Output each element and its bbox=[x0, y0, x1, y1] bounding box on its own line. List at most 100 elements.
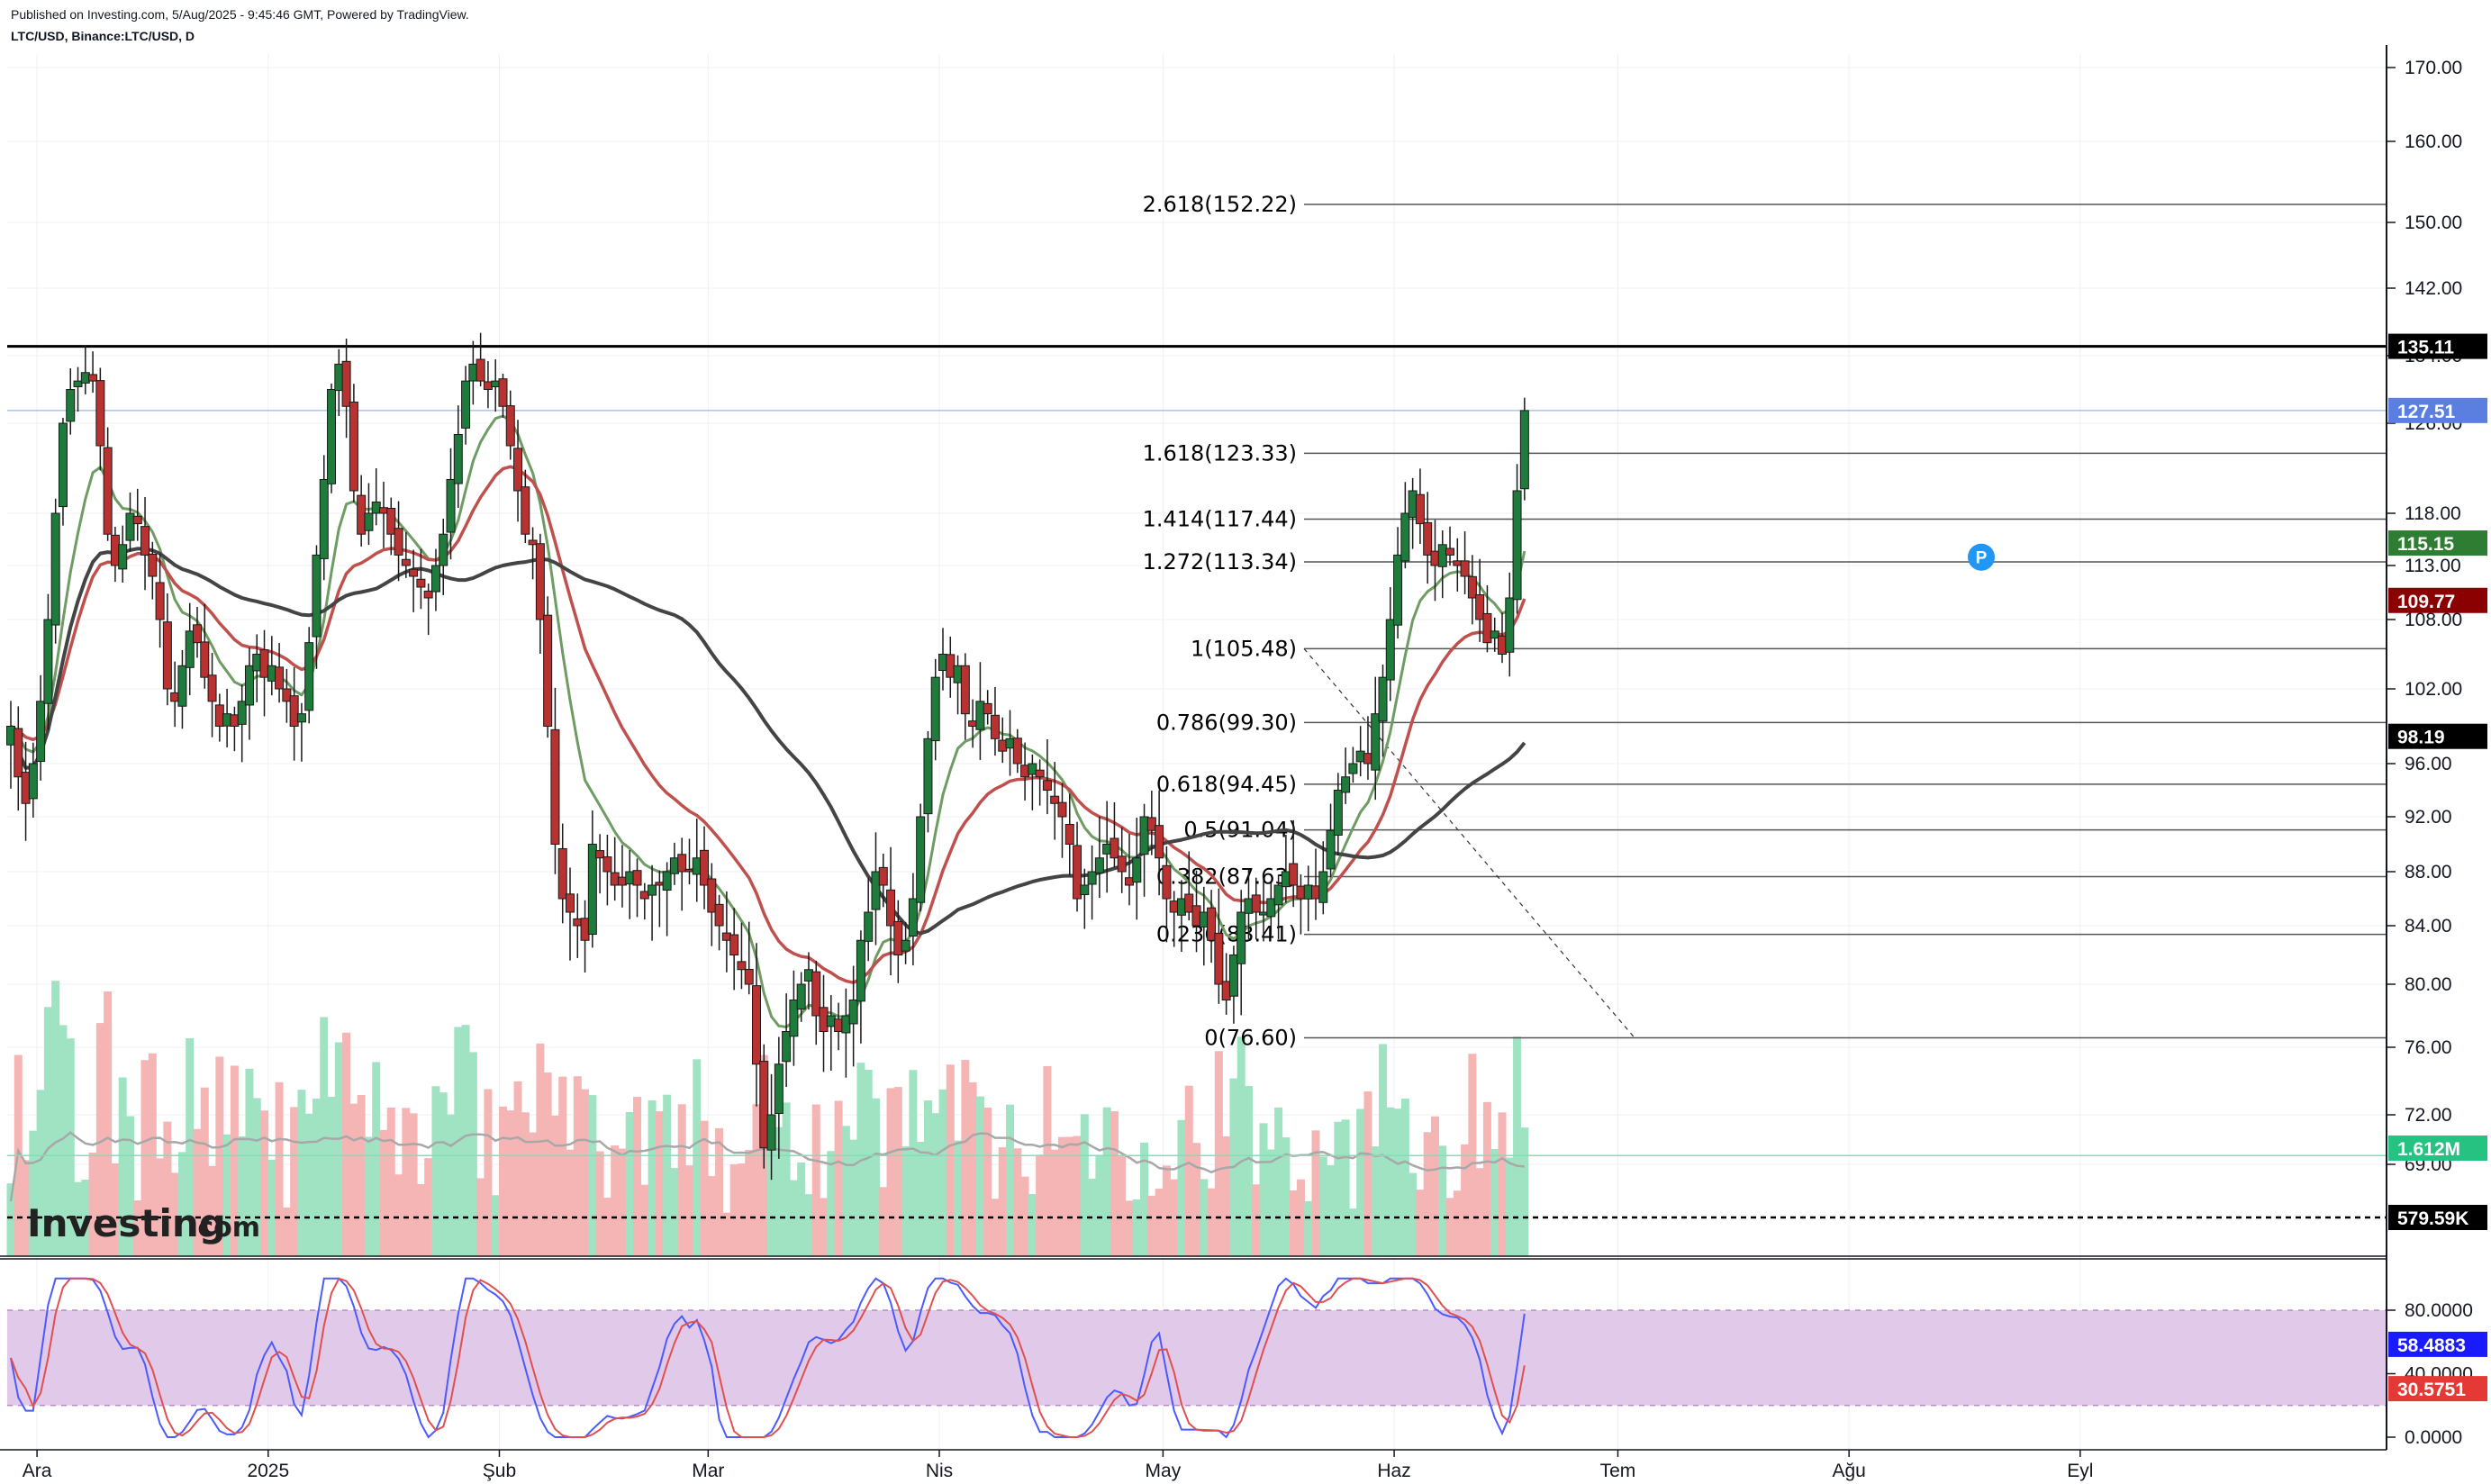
candle-14 bbox=[110, 534, 120, 566]
volume-bar-20 bbox=[156, 1158, 165, 1256]
candle-82 bbox=[617, 876, 627, 886]
volume-bar-146 bbox=[1095, 1154, 1104, 1256]
candle-18 bbox=[140, 526, 150, 556]
volume-bar-86 bbox=[648, 1100, 657, 1256]
volume-bar-108 bbox=[811, 1104, 820, 1256]
volume-bar-41 bbox=[312, 1099, 321, 1256]
candle-153 bbox=[1146, 817, 1156, 831]
price-tick-label-1: 160.00 bbox=[2405, 131, 2462, 152]
volume-bar-97 bbox=[729, 1164, 738, 1256]
candle-109 bbox=[819, 1007, 829, 1033]
volume-bar-161 bbox=[1207, 1188, 1216, 1256]
candle-31 bbox=[237, 701, 247, 725]
fib-label-2: 1.414(117.44) bbox=[1143, 506, 1297, 531]
time-label-7: Tem bbox=[1600, 1461, 1636, 1481]
volume-bar-130 bbox=[975, 1096, 984, 1256]
candle-188 bbox=[1408, 490, 1418, 518]
volume-bar-156 bbox=[1170, 1179, 1179, 1256]
candle-70 bbox=[528, 539, 538, 546]
time-label-6: Haz bbox=[1377, 1461, 1410, 1481]
candle-184 bbox=[1378, 676, 1388, 722]
volume-bar-176 bbox=[1318, 1156, 1327, 1256]
candle-120 bbox=[901, 939, 910, 952]
volume-bar-137 bbox=[1028, 1194, 1037, 1256]
candle-19 bbox=[148, 553, 158, 577]
candle-185 bbox=[1385, 619, 1395, 681]
volume-bar-136 bbox=[1020, 1176, 1029, 1256]
candle-73 bbox=[550, 728, 560, 845]
volume-bar-52 bbox=[394, 1174, 403, 1256]
candle-124 bbox=[930, 676, 940, 742]
candle-126 bbox=[946, 654, 956, 678]
candle-7 bbox=[58, 422, 68, 508]
volume-bar-24 bbox=[186, 1037, 195, 1256]
volume-bar-51 bbox=[386, 1107, 395, 1256]
candle-198 bbox=[1482, 612, 1492, 644]
volume-bar-171 bbox=[1282, 1137, 1291, 1256]
candle-139 bbox=[1042, 780, 1052, 791]
volume-bar-63 bbox=[476, 1178, 485, 1256]
volume-bar-192 bbox=[1438, 1145, 1447, 1256]
candle-197 bbox=[1475, 594, 1485, 620]
candle-163 bbox=[1221, 981, 1231, 1000]
candle-46 bbox=[349, 402, 358, 492]
volume-bar-168 bbox=[1259, 1123, 1268, 1256]
fib-label-1: 1.618(123.33) bbox=[1143, 440, 1297, 466]
volume-bar-104 bbox=[782, 1102, 791, 1256]
candle-95 bbox=[714, 903, 724, 927]
volume-bar-62 bbox=[468, 1052, 477, 1256]
time-label-1: 2025 bbox=[247, 1461, 289, 1481]
candle-3 bbox=[28, 763, 38, 800]
stoch-tick-label-2: 0.0000 bbox=[2405, 1427, 2462, 1448]
candle-96 bbox=[721, 932, 731, 941]
price-tick-label-14: 80.00 bbox=[2405, 974, 2452, 995]
candle-143 bbox=[1073, 845, 1082, 900]
candle-80 bbox=[602, 856, 612, 873]
volume-bar-120 bbox=[901, 1145, 910, 1256]
candle-30 bbox=[230, 714, 240, 727]
volume-bar-31 bbox=[238, 1136, 247, 1256]
candle-115 bbox=[864, 911, 874, 942]
candle-49 bbox=[371, 502, 381, 514]
candle-108 bbox=[811, 971, 821, 1017]
candle-173 bbox=[1296, 885, 1306, 900]
candle-67 bbox=[505, 405, 515, 447]
price-tag-4: 98.19 bbox=[2397, 728, 2445, 748]
candle-112 bbox=[841, 1015, 851, 1034]
candle-42 bbox=[319, 479, 329, 559]
candle-87 bbox=[655, 882, 665, 886]
volume-bar-154 bbox=[1155, 1189, 1164, 1256]
published-note: Published on Investing.com, 5/Aug/2025 -… bbox=[11, 7, 469, 22]
volume-bar-17 bbox=[133, 1200, 142, 1256]
candle-64 bbox=[483, 381, 493, 390]
volume-bar-65 bbox=[491, 1195, 500, 1256]
candle-21 bbox=[162, 621, 172, 690]
candle-38 bbox=[289, 695, 299, 728]
candle-103 bbox=[774, 1063, 784, 1115]
time-label-4: Nis bbox=[926, 1461, 953, 1481]
volume-bar-91 bbox=[684, 1165, 693, 1256]
candle-190 bbox=[1423, 521, 1433, 556]
candle-175 bbox=[1311, 885, 1320, 900]
stoch-tick-label-0: 80.0000 bbox=[2405, 1300, 2473, 1321]
candle-189 bbox=[1415, 493, 1425, 525]
candle-137 bbox=[1028, 763, 1037, 775]
candle-191 bbox=[1430, 550, 1440, 566]
volume-bar-165 bbox=[1236, 1036, 1246, 1256]
candle-44 bbox=[334, 363, 344, 392]
price-tick-label-2: 150.00 bbox=[2405, 213, 2462, 233]
candle-203 bbox=[1519, 410, 1529, 490]
candle-68 bbox=[513, 448, 523, 492]
candle-29 bbox=[222, 713, 232, 727]
candle-20 bbox=[155, 582, 165, 620]
volume-bar-138 bbox=[1036, 1154, 1045, 1256]
volume-bar-75 bbox=[566, 1149, 575, 1256]
price-tick-label-10: 96.00 bbox=[2405, 754, 2452, 774]
candle-0 bbox=[6, 726, 15, 746]
investing-logo: Investing .com bbox=[27, 1201, 260, 1245]
volume-bar-133 bbox=[998, 1147, 1007, 1256]
fib-label-5: 0.786(99.30) bbox=[1156, 710, 1297, 735]
candle-133 bbox=[998, 739, 1008, 752]
volume-bar-181 bbox=[1356, 1108, 1365, 1256]
